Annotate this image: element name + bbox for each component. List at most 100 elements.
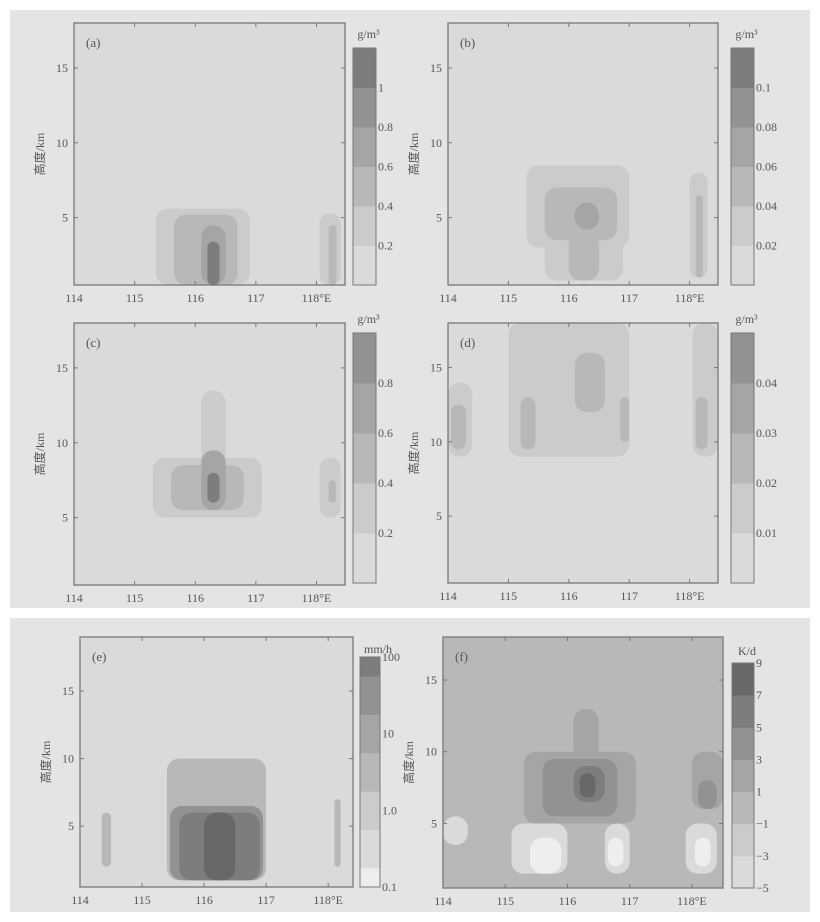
colorbar-band: [732, 791, 754, 825]
y-tick-label: 15: [430, 361, 442, 375]
colorbar-band: [731, 87, 754, 128]
y-tick-label: 10: [56, 436, 68, 450]
colorbar-tick-label: 0.08: [756, 120, 777, 134]
contour-region: [443, 816, 468, 845]
colorbar-band: [360, 829, 380, 850]
panel-d: (d) 114 115 116 117 118°E 5 10 15 高度/km 0.01 0.02 0.…: [406, 312, 777, 603]
colorbar-tick-label: 0.6: [378, 426, 393, 440]
colorbar-tick-label: 10: [382, 727, 394, 741]
colorbar-tick-label: 0.01: [756, 526, 777, 540]
x-tick-label: 115: [496, 894, 514, 908]
y-tick-label: 15: [56, 61, 68, 75]
y-tick-label: 5: [436, 509, 442, 523]
contour-region: [698, 780, 717, 810]
panel-label: (c): [86, 335, 100, 350]
x-tick-label: 118°E: [313, 893, 343, 907]
x-tick-label: 115: [500, 291, 518, 305]
colorbar-tick-label: −3: [756, 849, 769, 863]
colorbar-band: [732, 727, 754, 760]
panel-c: (c) 114 115 116 117 118°E 5 10 15 高度/km 0.2 0.4 0.6 0…: [32, 312, 393, 605]
plot-frame: [73, 22, 346, 286]
colorbar-tick-label: 1.0: [382, 803, 397, 817]
colorbar-band: [731, 333, 754, 384]
x-tick-label: 114: [434, 894, 452, 908]
x-tick-label: 114: [65, 591, 83, 605]
colorbar-unit: g/m³: [357, 312, 380, 326]
x-tick-label: 117: [247, 591, 265, 605]
colorbar-band: [353, 166, 376, 207]
colorbar-band: [731, 533, 754, 584]
colorbar-tick-label: 0.1: [382, 880, 397, 894]
colorbar-frame: [352, 332, 377, 584]
x-tick-label: 115: [133, 893, 151, 907]
y-axis-label: 高度/km: [406, 431, 421, 474]
colorbar-tick-label: 0.6: [378, 160, 393, 174]
colorbar-frame: [352, 47, 377, 286]
colorbar-unit: g/m³: [735, 27, 758, 41]
contour-region: [574, 202, 600, 230]
contour-region: [695, 195, 703, 278]
colorbar-band: [731, 483, 754, 534]
contour-region: [530, 837, 562, 874]
colorbar-band: [360, 867, 380, 888]
contour-region: [520, 397, 536, 450]
colorbar-band: [353, 383, 376, 434]
colorbar-band: [360, 848, 380, 869]
contour-region: [328, 480, 336, 503]
x-tick-label: 117: [621, 894, 639, 908]
y-tick-label: 10: [56, 136, 68, 150]
colorbar-band: [731, 206, 754, 246]
y-tick-label: 10: [425, 745, 437, 759]
colorbar-band: [353, 333, 376, 384]
x-tick-label: 116: [560, 291, 578, 305]
x-tick-label: 116: [186, 591, 204, 605]
x-tick-label: 117: [620, 291, 638, 305]
panel-b: (b) 114 115 116 117 118°E 5 10 15 高度/km 0.02 0.04 0.…: [406, 22, 777, 305]
colorbar-tick-label: 0.2: [378, 239, 393, 253]
colorbar-unit: mm/h: [364, 642, 392, 656]
colorbar-band: [353, 87, 376, 128]
colorbar-band: [353, 127, 376, 167]
y-tick-label: 5: [431, 816, 437, 830]
colorbar-band: [731, 127, 754, 167]
contour-region: [574, 352, 606, 413]
colorbar-band: [360, 676, 380, 696]
y-tick-label: 10: [62, 752, 74, 766]
x-tick-label: 115: [126, 291, 144, 305]
colorbar-frame: [730, 332, 755, 584]
y-axis-label: 高度/km: [406, 132, 421, 175]
colorbar-frame: [730, 47, 755, 286]
x-tick-label: 117: [247, 291, 265, 305]
colorbar-unit: g/m³: [357, 27, 380, 41]
x-tick-label: 118°E: [302, 591, 332, 605]
y-tick-label: 5: [436, 211, 442, 225]
colorbar-unit: g/m³: [735, 312, 758, 326]
colorbar-band: [353, 433, 376, 484]
colorbar-tick-label: 0.8: [378, 120, 393, 134]
x-tick-label: 117: [257, 893, 275, 907]
x-tick-label: 114: [65, 291, 83, 305]
colorbar-band: [360, 657, 380, 677]
contour-region: [207, 472, 220, 503]
contour-region: [695, 837, 711, 867]
x-tick-label: 115: [126, 591, 144, 605]
colorbar-band: [732, 759, 754, 793]
plot-frame: [447, 22, 719, 286]
colorbar-tick-label: −1: [756, 817, 769, 831]
x-tick-label: 117: [620, 589, 638, 603]
colorbar-band: [732, 663, 754, 696]
colorbar-band: [731, 383, 754, 434]
contour-region: [328, 225, 337, 285]
panel-label: (b): [460, 35, 475, 50]
contour-region: [568, 232, 600, 281]
colorbar-band: [360, 810, 380, 830]
colorbar-tick-label: 0.04: [756, 199, 777, 213]
colorbar-band: [360, 752, 380, 773]
panel-e: (e) 114 115 116 117 118°E 5 10 15 高度/km 0.1 1.0 10 10…: [38, 636, 400, 907]
colorbar-tick-label: 0.02: [756, 476, 777, 490]
contour-region: [101, 812, 112, 867]
colorbar-tick-label: 1: [756, 785, 762, 799]
colorbar-tick-label: 0.4: [378, 476, 393, 490]
colorbar-band: [732, 695, 754, 728]
